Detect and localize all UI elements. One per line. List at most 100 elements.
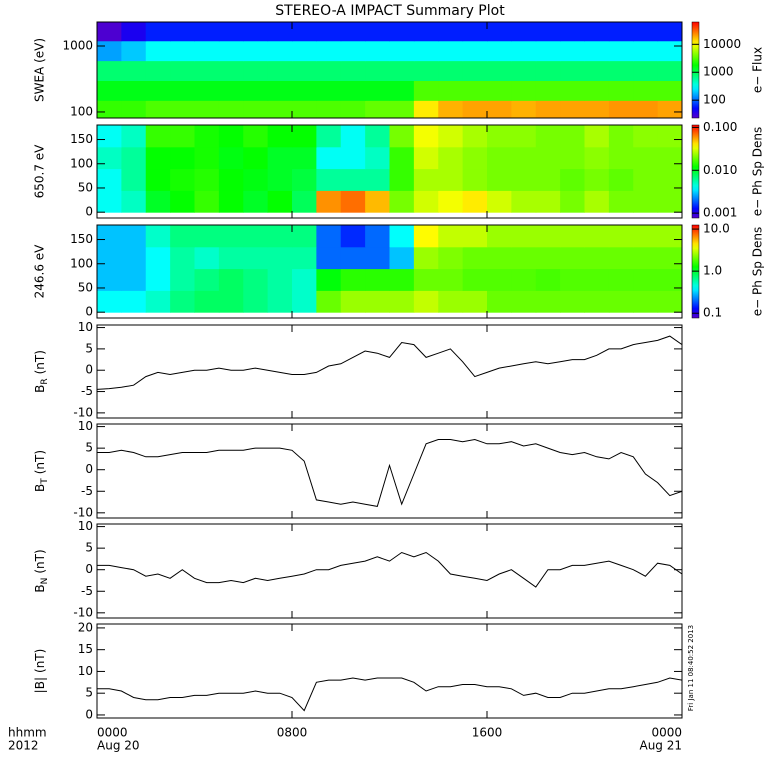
spectrogram-cell: [608, 146, 634, 170]
spectrogram-cell: [438, 40, 464, 62]
spectrogram-cell: [316, 290, 342, 313]
spectrogram-cell: [584, 125, 610, 148]
spectrogram-cell: [535, 190, 561, 213]
spectrogram-cell: [535, 290, 561, 313]
spectrogram-cell: [657, 268, 682, 291]
spectrogram-cell: [145, 125, 171, 148]
spectrogram-cell: [657, 168, 682, 191]
spectrogram-cell: [487, 60, 512, 81]
spectrogram-cell: [194, 60, 220, 81]
spectrogram-cell: [340, 22, 366, 42]
y-tick-label: 0: [85, 305, 93, 319]
spectrogram-cell: [365, 80, 390, 101]
spectrogram-cell: [608, 22, 634, 42]
spectrogram-cell: [389, 100, 415, 118]
spectrogram-cell: [267, 190, 293, 213]
spectrogram-cell: [438, 225, 464, 248]
spectrogram-cell: [365, 125, 390, 148]
spectrogram-cell: [608, 225, 634, 248]
spectrogram-cell: [535, 125, 561, 148]
spectrogram-cell: [340, 168, 366, 191]
spectrogram-cell: [97, 290, 122, 313]
spectrogram-cell: [267, 40, 293, 62]
spectrogram-cell: [584, 40, 610, 62]
colorbar-tick-label: 0.010: [703, 163, 737, 177]
spectrogram-cell: [487, 268, 512, 291]
spectrogram-cell: [194, 190, 220, 213]
colorbar-tick-label: 1000: [703, 65, 734, 79]
spectrogram-cell: [584, 100, 610, 118]
y-tick-label: 100: [70, 256, 93, 270]
spectrogram-cell: [487, 290, 512, 313]
spectrogram-cell: [97, 80, 122, 101]
spectrogram-cell: [121, 40, 147, 62]
spectrogram-cell: [511, 125, 537, 148]
spectrogram-cell: [511, 22, 537, 42]
spectrogram-cell: [511, 290, 537, 313]
spectrogram-cell: [438, 190, 464, 213]
spectrogram-cell: [608, 290, 634, 313]
panel-frame: [96, 124, 683, 219]
spectrogram-cell: [633, 246, 659, 270]
spectrogram-cell: [608, 246, 634, 270]
spectrogram-cell: [633, 146, 659, 170]
spectrogram-cell: [633, 125, 659, 148]
spectrogram-cell: [413, 22, 439, 42]
spectrogram-cell: [170, 125, 195, 148]
spectrogram-cell: [145, 40, 171, 62]
year-label: 2012: [8, 739, 39, 753]
spectrogram-cell: [633, 22, 659, 42]
spectrogram-cell: [121, 146, 147, 170]
plot-area: [97, 335, 682, 390]
spectrogram-cell: [316, 22, 342, 42]
spectrogram-cell: [194, 40, 220, 62]
spectrogram-cell: [121, 100, 147, 118]
spectrogram-cell: [487, 146, 512, 170]
spectrogram-cell: [170, 190, 195, 213]
spectrogram-cell: [657, 60, 682, 81]
spectrogram-cell: [243, 125, 269, 148]
spectrogram-cell: [218, 22, 244, 42]
spectrogram-cell: [316, 80, 342, 101]
spectrogram-cell: [316, 60, 342, 81]
spectrogram-cell: [511, 225, 537, 248]
y-tick-label: 5: [85, 441, 93, 455]
spectrogram-cell: [584, 290, 610, 313]
spectrogram-cell: [413, 146, 439, 170]
spectrogram-cell: [194, 22, 220, 42]
spectrogram-cell: [608, 80, 634, 101]
spectrogram-cell: [413, 246, 439, 270]
y-tick-label: -5: [81, 484, 93, 498]
spectrogram-cell: [487, 100, 512, 118]
spectrogram-cell: [462, 80, 488, 101]
spectrogram-cell: [121, 290, 147, 313]
spectrogram-cell: [145, 100, 171, 118]
y-tick-label: 10: [78, 320, 93, 334]
spectrogram-cell: [243, 40, 269, 62]
spectrogram-cell: [292, 80, 317, 101]
spectrogram-cell: [365, 268, 390, 291]
spectrogram-cell: [511, 80, 537, 101]
spectrogram-cell: [657, 246, 682, 270]
y-label-unit: (nT): [33, 350, 47, 374]
y-label-subscript: N: [40, 578, 50, 585]
spectrogram-cell: [292, 168, 317, 191]
spectrogram-cell: [97, 225, 122, 248]
x-tick-label: 0000: [651, 726, 682, 740]
spectrogram-cell: [340, 80, 366, 101]
colorbar-tick-label: 10000: [703, 37, 741, 51]
x-axis-label: hhmm: [8, 726, 47, 740]
y-label-unit: (nT): [33, 549, 47, 573]
spectrogram-cell: [560, 80, 585, 101]
y-label-symbol: B: [33, 385, 47, 393]
colorbar-tick-label: 100: [703, 93, 726, 107]
spectrogram-cell: [584, 268, 610, 291]
spectrogram-cell: [462, 190, 488, 213]
spectrogram-cell: [584, 190, 610, 213]
panel-frame: [96, 324, 683, 419]
spectrogram-cell: [389, 125, 415, 148]
spectrogram-cell: [292, 100, 317, 118]
spectrogram-cell: [218, 246, 244, 270]
y-label-subscript: R: [40, 378, 50, 384]
